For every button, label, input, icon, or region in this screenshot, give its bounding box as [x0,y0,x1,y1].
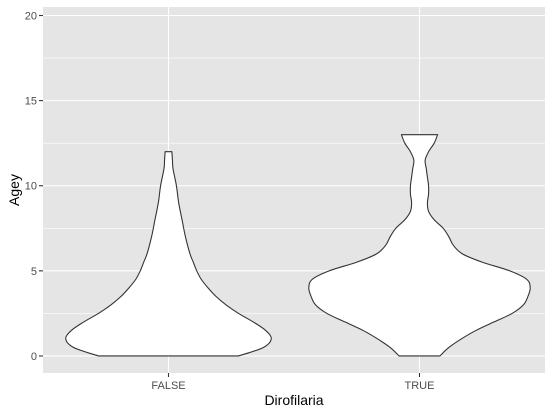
y-tick-label: 0 [31,351,37,363]
x-tick-label: FALSE [151,380,185,392]
x-axis-title: Dirofilaria [264,392,323,408]
violin-false [65,151,272,357]
violins [65,134,531,357]
y-axis: 0 5 10 15 20 [25,11,43,363]
y-axis-title: Agey [6,174,22,206]
x-axis: FALSE TRUE [151,373,434,392]
y-tick-label: 20 [25,11,37,23]
y-tick-label: 5 [31,266,37,278]
violin-true [308,134,531,357]
y-tick-label: 10 [25,181,37,193]
y-tick-label: 15 [25,96,37,108]
x-tick-label: TRUE [405,380,435,392]
